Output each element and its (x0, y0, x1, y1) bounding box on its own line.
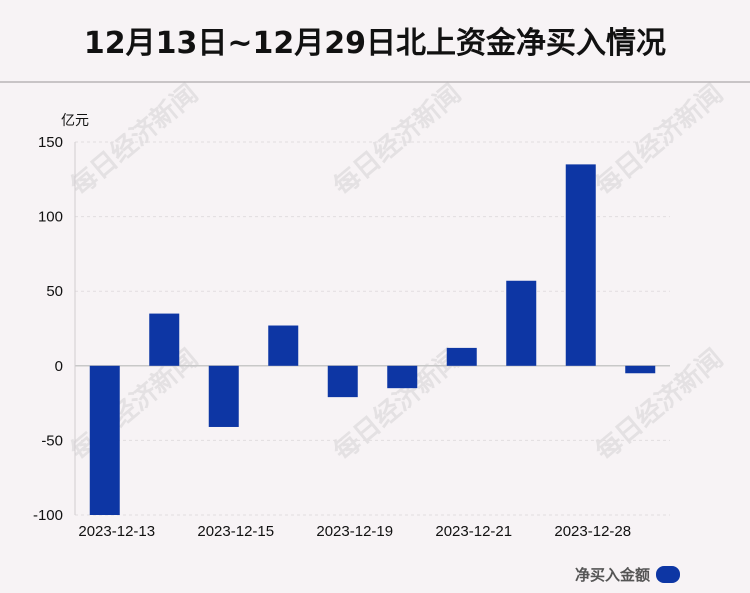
y-tick-label: -50 (41, 432, 63, 449)
bar (506, 280, 537, 366)
bar (387, 365, 418, 389)
bar (625, 365, 656, 374)
y-tick-label: 100 (38, 209, 63, 226)
bar (208, 365, 239, 427)
title-divider (0, 81, 750, 83)
chart-title: 12月13日~12月29日北上资金净买入情况 (83, 26, 667, 61)
x-tick-label: 2023-12-13 (78, 523, 155, 540)
legend: 净买入金额 (575, 564, 681, 585)
x-tick-label: 2023-12-21 (435, 523, 512, 540)
legend-label: 净买入金额 (575, 566, 651, 584)
bar (89, 365, 120, 515)
y-tick-label: 50 (46, 283, 63, 300)
x-tick-label: 2023-12-19 (316, 523, 393, 540)
bar (565, 164, 596, 366)
y-tick-label: 0 (55, 358, 63, 375)
bar (268, 325, 299, 366)
bar (327, 365, 358, 398)
bar (149, 313, 180, 366)
x-tick-label: 2023-12-28 (554, 523, 631, 540)
bar (446, 347, 477, 366)
y-axis-label: 亿元 (61, 113, 89, 129)
x-tick-label: 2023-12-15 (197, 523, 274, 540)
legend-swatch (656, 566, 681, 583)
y-tick-label: -100 (33, 507, 63, 524)
y-tick-label: 150 (38, 134, 63, 151)
